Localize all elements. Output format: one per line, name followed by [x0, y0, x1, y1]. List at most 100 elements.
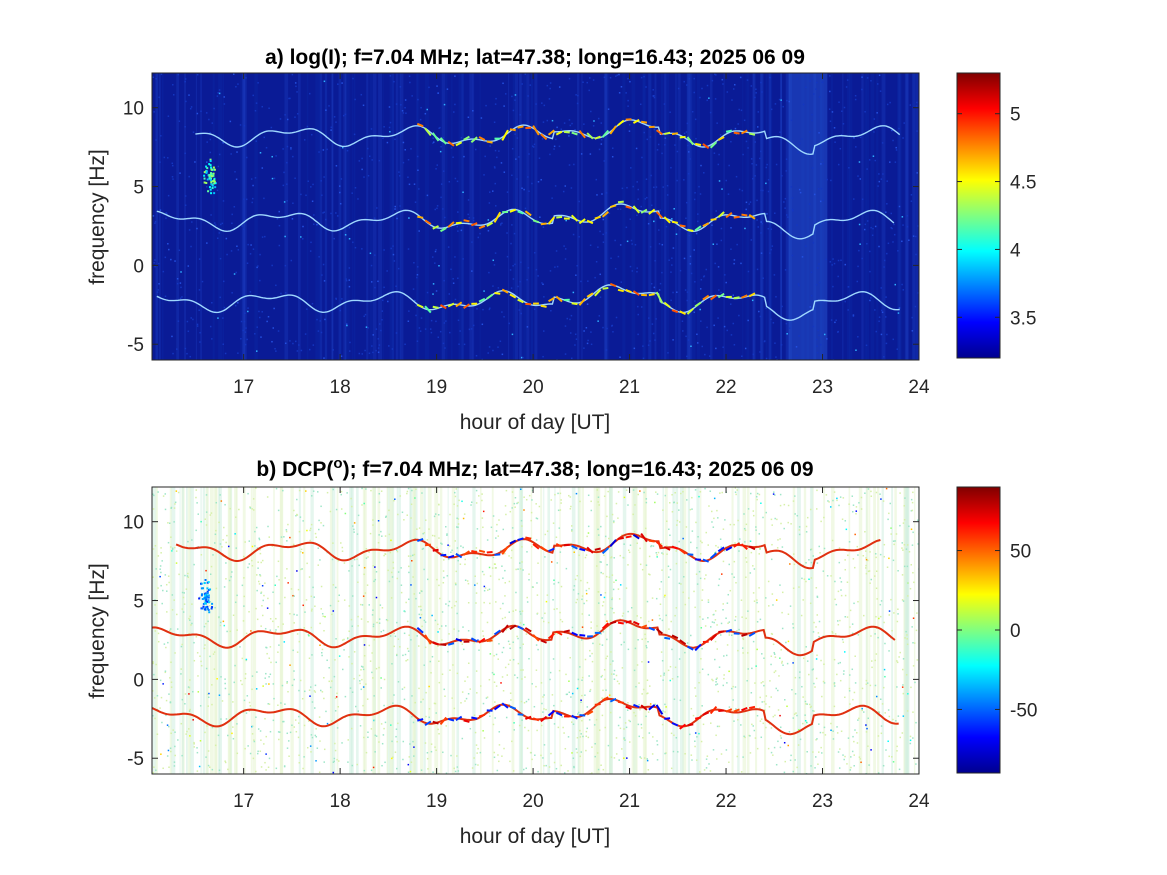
noise-speckle — [727, 593, 730, 596]
noise-speckle — [621, 748, 623, 750]
noise-speckle — [299, 516, 302, 518]
noise-speckle — [705, 574, 707, 576]
noise-speckle — [531, 586, 534, 588]
noise-streak — [439, 487, 443, 774]
noise-speckle — [508, 555, 510, 557]
trace-segment — [610, 620, 617, 625]
blob-point — [214, 182, 217, 185]
noise-speckle — [800, 614, 803, 617]
noise-speckle — [694, 118, 697, 121]
noise-speckle — [712, 526, 715, 528]
noise-speckle — [431, 655, 434, 658]
noise-speckle — [769, 680, 771, 682]
noise-speckle — [848, 503, 850, 505]
noise-speckle — [512, 278, 515, 280]
trace-middle — [152, 619, 896, 657]
noise-streak — [387, 487, 391, 774]
noise-speckle — [784, 197, 787, 200]
noise-streak — [686, 73, 690, 360]
noise-speckle — [383, 727, 385, 730]
noise-speckle — [606, 563, 608, 566]
blob-point — [206, 587, 209, 590]
noise-speckle — [837, 331, 839, 333]
noise-speckle — [460, 136, 463, 139]
noise-speckle — [400, 584, 403, 586]
noise-speckle — [613, 557, 616, 559]
noise-speckle — [746, 79, 749, 81]
noise-speckle — [901, 686, 904, 688]
noise-speckle — [398, 175, 401, 177]
noise-speckle — [575, 492, 578, 495]
noise-speckle — [511, 95, 513, 98]
noise-speckle — [393, 260, 396, 262]
noise-speckle — [183, 603, 186, 605]
noise-speckle — [517, 637, 519, 640]
noise-speckle — [444, 695, 446, 697]
noise-speckle — [482, 510, 485, 513]
noise-speckle — [884, 675, 886, 678]
noise-speckle — [702, 301, 704, 303]
noise-speckle — [617, 724, 620, 727]
noise-speckle — [186, 320, 189, 323]
noise-speckle — [718, 666, 721, 668]
noise-speckle — [496, 156, 498, 159]
noise-speckle — [180, 645, 183, 648]
noise-speckle — [190, 106, 193, 108]
noise-speckle — [193, 746, 195, 748]
noise-speckle — [518, 156, 520, 158]
noise-speckle — [258, 537, 260, 540]
noise-speckle — [560, 764, 562, 767]
noise-speckle — [844, 594, 847, 597]
noise-speckle — [421, 548, 424, 550]
noise-speckle — [488, 271, 490, 274]
noise-speckle — [152, 493, 154, 495]
noise-speckle — [823, 663, 825, 666]
noise-speckle — [160, 696, 163, 699]
noise-speckle — [907, 693, 909, 695]
noise-streak — [187, 487, 191, 774]
noise-speckle — [372, 565, 375, 567]
noise-speckle — [377, 520, 380, 522]
noise-speckle — [170, 681, 173, 684]
noise-speckle — [798, 728, 800, 731]
noise-speckle — [366, 584, 369, 586]
noise-streak — [443, 73, 446, 360]
noise-speckle — [837, 623, 840, 626]
noise-speckle — [811, 113, 813, 116]
noise-speckle — [749, 201, 752, 203]
noise-speckle — [291, 218, 294, 220]
noise-speckle — [707, 617, 709, 619]
noise-speckle — [566, 693, 569, 696]
noise-speckle — [765, 166, 768, 169]
noise-speckle — [335, 508, 338, 511]
noise-speckle — [813, 93, 815, 95]
noise-speckle — [368, 352, 371, 355]
noise-speckle — [750, 551, 753, 554]
noise-speckle — [849, 674, 851, 676]
noise-speckle — [599, 230, 601, 233]
noise-speckle — [591, 772, 593, 774]
noise-speckle — [266, 652, 268, 655]
noise-speckle — [382, 629, 385, 632]
trace-segment — [601, 211, 609, 218]
noise-speckle — [886, 566, 889, 568]
panel-a-traces — [156, 118, 901, 321]
noise-speckle — [289, 612, 291, 615]
noise-speckle — [801, 685, 803, 688]
noise-speckle — [696, 736, 698, 738]
noise-speckle — [479, 751, 482, 754]
noise-speckle — [211, 726, 214, 729]
blob-point — [211, 168, 214, 171]
noise-speckle — [347, 637, 349, 639]
noise-speckle — [809, 80, 811, 82]
noise-speckle — [152, 714, 154, 717]
noise-speckle — [849, 609, 852, 612]
noise-speckle — [430, 319, 433, 322]
trace-segment — [478, 297, 486, 303]
noise-speckle — [416, 155, 419, 158]
noise-speckle — [718, 289, 720, 291]
noise-streak — [243, 73, 246, 360]
noise-speckle — [796, 78, 799, 80]
noise-speckle — [598, 148, 601, 151]
noise-speckle — [728, 634, 731, 636]
